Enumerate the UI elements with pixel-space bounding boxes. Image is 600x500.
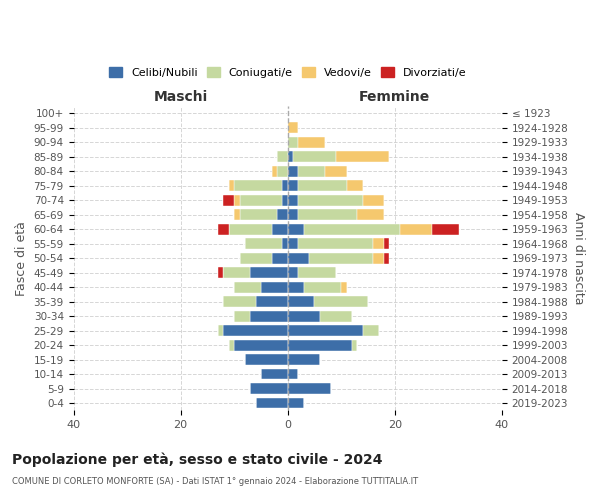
Bar	[261, 368, 287, 380]
Bar	[223, 195, 234, 205]
Bar	[218, 325, 223, 336]
Bar	[250, 267, 287, 278]
Bar	[283, 238, 287, 249]
Bar	[283, 195, 287, 205]
Bar	[341, 282, 347, 292]
Bar	[432, 224, 459, 234]
Bar	[223, 296, 256, 307]
Text: Femmine: Femmine	[359, 90, 430, 104]
Text: Maschi: Maschi	[154, 90, 208, 104]
Bar	[362, 325, 379, 336]
Bar	[287, 296, 314, 307]
Bar	[287, 152, 293, 162]
Bar	[304, 282, 341, 292]
Bar	[347, 180, 362, 191]
Bar	[234, 282, 261, 292]
Bar	[287, 166, 298, 176]
Bar	[320, 310, 352, 322]
Bar	[298, 210, 357, 220]
Legend: Celibi/Nubili, Coniugati/e, Vedovi/e, Divorziati/e: Celibi/Nubili, Coniugati/e, Vedovi/e, Di…	[104, 63, 471, 82]
Bar	[223, 325, 287, 336]
Bar	[304, 224, 400, 234]
Bar	[309, 252, 373, 264]
Bar	[229, 180, 234, 191]
Bar	[287, 340, 352, 350]
Bar	[287, 310, 320, 322]
Bar	[272, 224, 287, 234]
Bar	[245, 354, 287, 365]
Text: COMUNE DI CORLETO MONFORTE (SA) - Dati ISTAT 1° gennaio 2024 - Elaborazione TUTT: COMUNE DI CORLETO MONFORTE (SA) - Dati I…	[12, 478, 418, 486]
Bar	[277, 166, 287, 176]
Bar	[239, 210, 277, 220]
Bar	[287, 252, 309, 264]
Bar	[234, 340, 287, 350]
Bar	[384, 238, 389, 249]
Bar	[229, 340, 234, 350]
Bar	[373, 238, 384, 249]
Bar	[218, 267, 223, 278]
Bar	[287, 180, 298, 191]
Bar	[293, 152, 336, 162]
Bar	[218, 224, 229, 234]
Y-axis label: Anni di nascita: Anni di nascita	[572, 212, 585, 304]
Bar	[287, 354, 320, 365]
Bar	[272, 166, 277, 176]
Bar	[287, 210, 298, 220]
Bar	[298, 238, 373, 249]
Bar	[234, 180, 283, 191]
Bar	[373, 252, 384, 264]
Bar	[400, 224, 432, 234]
Bar	[287, 282, 304, 292]
Bar	[234, 195, 239, 205]
Bar	[336, 152, 389, 162]
Bar	[256, 296, 287, 307]
Bar	[287, 137, 298, 147]
Bar	[239, 252, 272, 264]
Bar	[298, 166, 325, 176]
Bar	[325, 166, 347, 176]
Bar	[234, 310, 250, 322]
Bar	[277, 152, 287, 162]
Bar	[245, 238, 283, 249]
Bar	[229, 224, 272, 234]
Bar	[283, 180, 287, 191]
Bar	[250, 383, 287, 394]
Bar	[287, 325, 362, 336]
Bar	[287, 195, 298, 205]
Bar	[298, 195, 362, 205]
Text: Popolazione per età, sesso e stato civile - 2024: Popolazione per età, sesso e stato civil…	[12, 452, 383, 467]
Bar	[362, 195, 384, 205]
Bar	[298, 267, 336, 278]
Bar	[287, 122, 298, 133]
Bar	[287, 224, 304, 234]
Bar	[277, 210, 287, 220]
Bar	[298, 137, 325, 147]
Bar	[287, 398, 304, 408]
Bar	[239, 195, 283, 205]
Bar	[256, 398, 287, 408]
Bar	[272, 252, 287, 264]
Bar	[223, 267, 250, 278]
Bar	[352, 340, 357, 350]
Bar	[384, 252, 389, 264]
Bar	[314, 296, 368, 307]
Bar	[298, 180, 347, 191]
Bar	[250, 310, 287, 322]
Bar	[287, 238, 298, 249]
Bar	[287, 383, 331, 394]
Bar	[234, 210, 239, 220]
Bar	[357, 210, 384, 220]
Bar	[287, 267, 298, 278]
Y-axis label: Fasce di età: Fasce di età	[15, 220, 28, 296]
Bar	[287, 368, 298, 380]
Bar	[261, 282, 287, 292]
